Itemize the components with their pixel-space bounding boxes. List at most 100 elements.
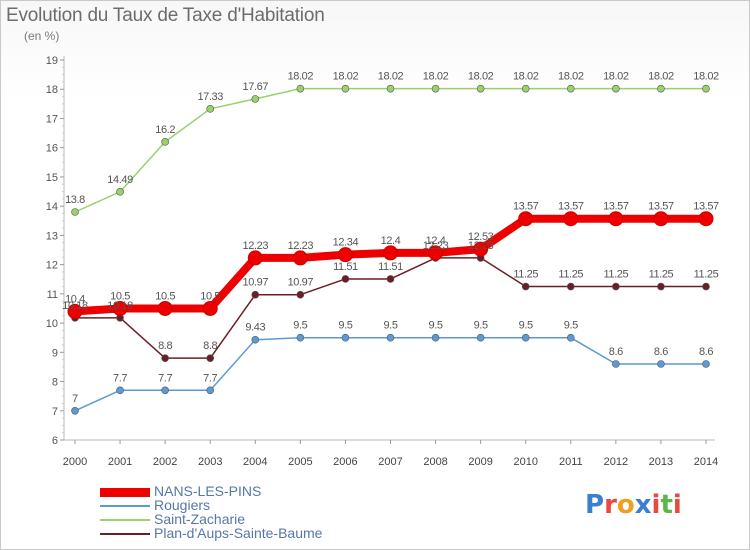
y-tick-label: 13 [46, 230, 58, 242]
data-label: 18.02 [423, 71, 449, 83]
data-point [566, 282, 575, 291]
data-label: 10.4 [65, 293, 85, 305]
x-tick-label: 2000 [63, 456, 87, 468]
data-point [702, 84, 710, 93]
data-label: 12.53 [468, 231, 494, 243]
legend-swatch [100, 533, 150, 535]
data-label: 13.57 [648, 201, 674, 213]
data-point [612, 84, 620, 93]
y-tick-label: 10 [46, 318, 58, 330]
data-point [566, 333, 575, 342]
logo-letter: r [604, 490, 617, 520]
data-point [71, 406, 79, 415]
legend-label: Saint-Zacharie [154, 511, 246, 527]
data-point [698, 211, 714, 227]
data-label: 12.34 [333, 237, 359, 249]
data-label: 18.02 [288, 71, 314, 83]
data-point [521, 333, 530, 342]
data-point [383, 245, 398, 261]
data-point [296, 333, 305, 342]
data-label: 11.51 [378, 261, 403, 273]
data-point [161, 138, 169, 146]
data-label: 10.18 [107, 300, 133, 312]
data-label: 9.5 [338, 320, 352, 332]
x-tick-label: 2013 [649, 456, 673, 468]
data-point [386, 84, 395, 93]
x-tick-label: 2006 [333, 456, 357, 468]
data-point [292, 250, 308, 266]
data-label: 9.5 [474, 320, 488, 332]
data-label: 12.4 [381, 235, 401, 247]
data-point [251, 95, 260, 103]
y-tick-label: 6 [52, 435, 58, 447]
data-point [518, 211, 534, 227]
y-tick-label: 11 [47, 289, 58, 301]
y-tick-label: 9 [52, 347, 58, 359]
data-point [202, 300, 218, 316]
data-label: 12.23 [243, 240, 269, 252]
data-label: 13.57 [603, 201, 629, 213]
data-point [71, 208, 79, 216]
data-point [206, 354, 215, 362]
chart-title: Evolution du Taux de Taxe d'Habitation [6, 5, 325, 26]
data-label: 9.5 [564, 320, 578, 332]
data-point [702, 360, 710, 368]
data-label: 10.97 [243, 277, 269, 289]
legend-swatch [100, 505, 150, 507]
x-tick-label: 2001 [108, 456, 132, 468]
data-point [476, 333, 485, 342]
data-label: 13.57 [558, 201, 584, 213]
data-label: 16.2 [155, 124, 175, 136]
x-tick-label: 2003 [198, 456, 222, 468]
legend-label: Rougiers [154, 497, 211, 513]
x-tick-label: 2011 [559, 456, 583, 468]
data-point [431, 84, 440, 93]
x-tick-label: 2002 [153, 456, 177, 468]
data-point [116, 386, 124, 395]
legend-swatch [100, 488, 150, 497]
data-label: 11.25 [603, 269, 628, 281]
data-point [653, 211, 669, 227]
data-point [206, 386, 215, 395]
y-tick-label: 8 [52, 377, 58, 389]
data-point [476, 84, 485, 93]
data-label: 12.4 [426, 235, 446, 247]
x-tick-label: 2009 [468, 456, 492, 468]
data-point [157, 300, 173, 316]
data-label: 13.57 [513, 201, 539, 213]
logo-letter: i [672, 490, 682, 520]
data-point [657, 282, 665, 291]
x-tick-label: 2007 [378, 456, 402, 468]
data-label: 10.18 [62, 300, 88, 312]
data-point [386, 275, 395, 283]
data-point [341, 275, 350, 283]
data-label: 10.5 [110, 290, 130, 302]
y-tick-label: 18 [46, 84, 58, 96]
data-point [386, 333, 395, 342]
data-point [473, 241, 489, 257]
data-label: 9.43 [245, 322, 265, 334]
data-point [521, 84, 530, 93]
data-label: 18.02 [693, 71, 719, 83]
data-label: 9.5 [383, 320, 397, 332]
logo-letter: x [634, 490, 652, 520]
legend-swatch [100, 519, 150, 521]
data-point [657, 84, 665, 93]
data-label: 17.67 [243, 81, 269, 93]
data-point [251, 335, 260, 344]
data-label: 11.25 [558, 269, 583, 281]
data-point [296, 84, 305, 93]
logo-letter: i [651, 490, 661, 520]
data-point [657, 360, 665, 368]
data-point [341, 333, 350, 342]
data-label: 8.8 [158, 340, 172, 352]
data-label: 18.02 [333, 71, 359, 83]
y-tick-label: 15 [46, 172, 58, 184]
data-point [251, 290, 260, 299]
data-point [341, 84, 350, 93]
data-point [67, 303, 83, 319]
data-point [702, 282, 710, 291]
data-label: 18.02 [378, 71, 404, 83]
data-label: 9.5 [293, 320, 307, 332]
data-point [296, 290, 305, 299]
